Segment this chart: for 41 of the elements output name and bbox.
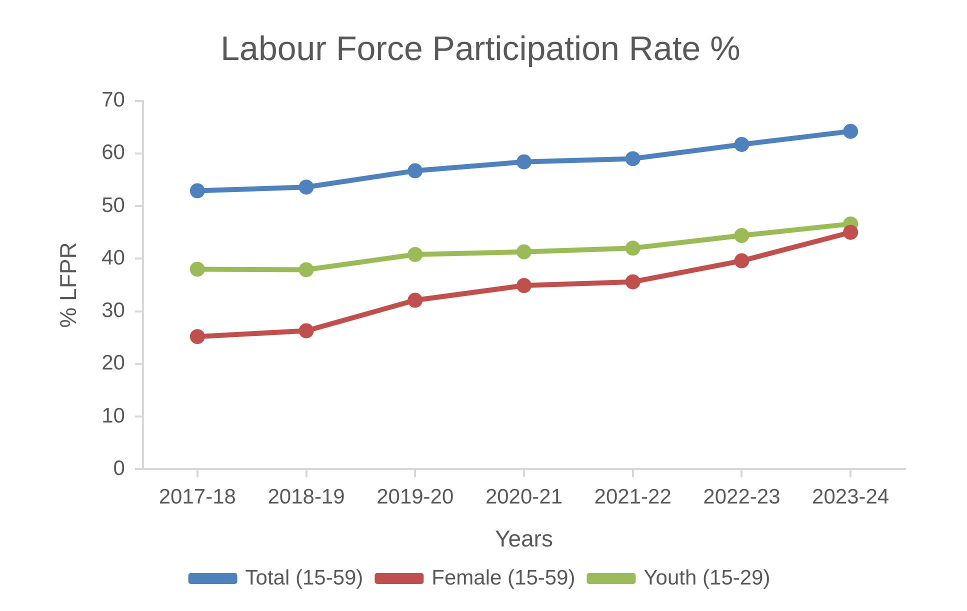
x-tick-label: 2019-20 <box>376 486 454 509</box>
chart-title: Labour Force Participation Rate % <box>220 30 740 68</box>
point <box>625 240 640 256</box>
point <box>625 151 640 166</box>
point <box>516 278 532 294</box>
x-tick-label: 2022-23 <box>703 486 780 509</box>
y-tick-label: 10 <box>102 404 125 428</box>
x-tick-label: 2023-24 <box>812 486 890 509</box>
legend-label: Total (15-59) <box>245 566 364 590</box>
y-axis-title: % LFPR <box>55 242 82 328</box>
y-tick-label: 60 <box>102 141 125 164</box>
point <box>190 329 205 344</box>
point <box>190 262 205 277</box>
point <box>408 292 423 308</box>
point <box>298 323 314 338</box>
x-tick-label: 2021-22 <box>594 486 672 509</box>
point <box>734 253 750 268</box>
point <box>843 124 858 139</box>
point <box>408 163 423 178</box>
y-tick-label: 40 <box>102 246 125 270</box>
y-tick-label: 30 <box>102 299 125 322</box>
x-axis-title: Years <box>494 526 553 552</box>
x-tick-label: 2017-18 <box>158 486 236 509</box>
y-tick-label: 20 <box>102 352 125 375</box>
point <box>843 224 858 240</box>
point <box>734 228 750 244</box>
point <box>516 244 532 260</box>
point <box>734 136 750 152</box>
y-tick-label: 70 <box>102 88 125 112</box>
point <box>408 246 423 262</box>
x-tick-label: 2018-19 <box>268 486 345 509</box>
point <box>298 180 314 195</box>
legend-label: Female (15-59) <box>432 566 576 590</box>
point <box>516 154 532 170</box>
legend-label: Youth (15-29) <box>644 566 770 590</box>
point <box>190 183 205 198</box>
y-tick-label: 0 <box>113 456 125 480</box>
y-tick-label: 50 <box>102 194 125 217</box>
point <box>298 262 314 278</box>
point <box>625 274 640 290</box>
x-tick-label: 2020-21 <box>485 486 563 509</box>
